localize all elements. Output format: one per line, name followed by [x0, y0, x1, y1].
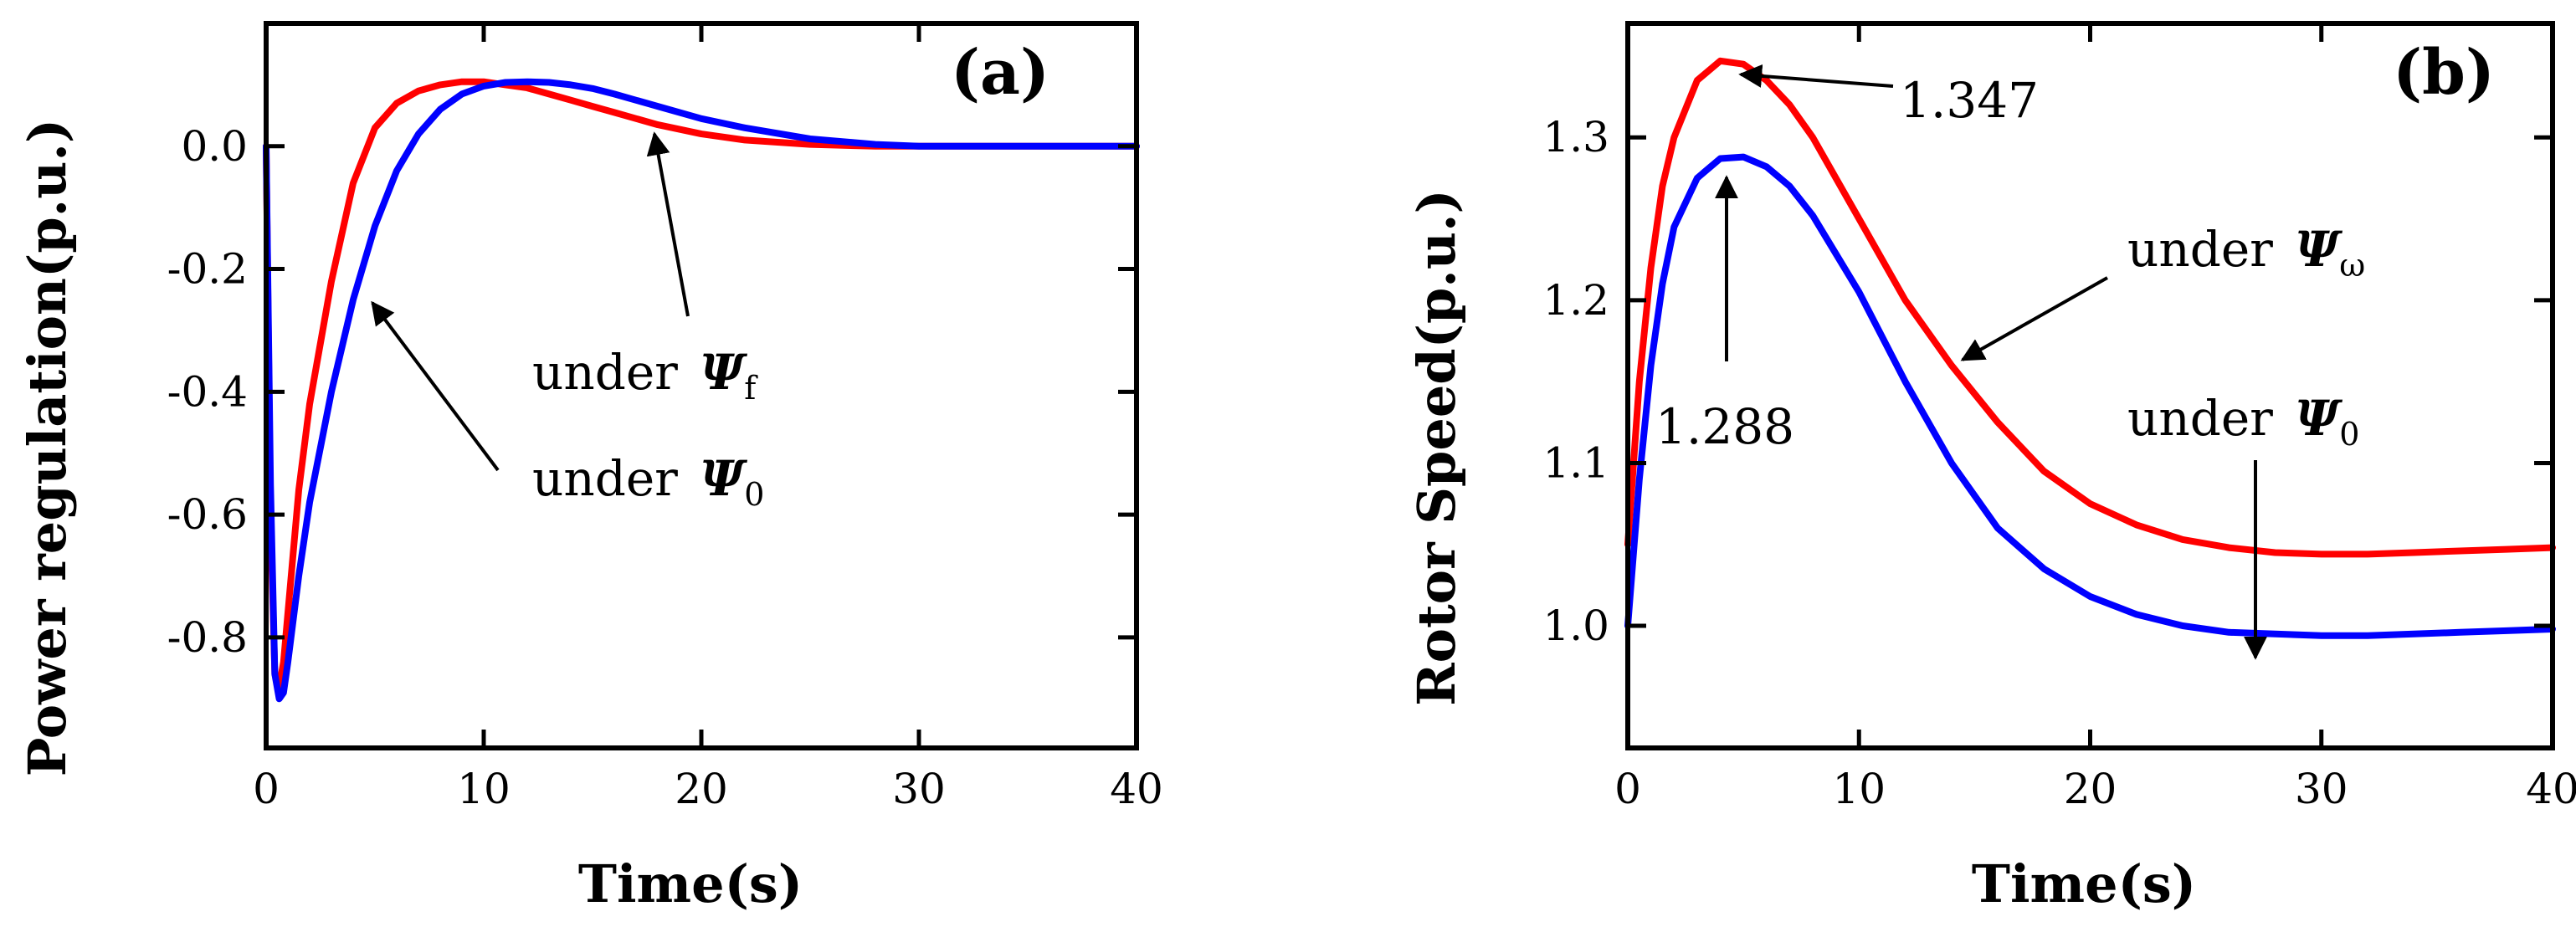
annotation-text: under — [2127, 221, 2288, 278]
panel-a-annotation-psi-f: under Ψf — [532, 344, 758, 407]
panel-b-y-tick-label: 1.3 — [1542, 113, 1609, 161]
psi-symbol: Ψ — [700, 344, 747, 401]
panel-b-frame — [1625, 21, 2555, 750]
panel-b-peak-label-red: 1.347 — [1900, 72, 2039, 129]
panel-b-series-blue-line — [1624, 153, 2556, 639]
panel-a-label: (a) — [951, 37, 1049, 109]
panel-a-x-tick-label: 10 — [457, 765, 511, 813]
panel-b-y-tick-label: 1.0 — [1542, 602, 1609, 650]
panel-a-series-red-line — [263, 78, 1140, 690]
panel-b-peak-label-blue: 1.288 — [1655, 398, 1794, 455]
panel-b-label: (b) — [2393, 37, 2495, 109]
panel-a-y-tick-label: -0.2 — [167, 245, 248, 294]
panel-a: 0 10 20 30 40 -0.8 -0.6 -0.4 -0.2 0.0 (a) Time(s)… — [17, 21, 1163, 914]
panel-a-x-tick-label: 20 — [675, 765, 728, 813]
panel-a-ylabel: Power regulation(p.u.) — [17, 119, 78, 777]
panel-a-ticks: 0 10 20 30 40 -0.8 -0.6 -0.4 -0.2 0.0 — [167, 23, 1163, 813]
panel-b-ticks: 0 10 20 30 40 1.0 1.1 1.2 1.3 — [1542, 23, 2576, 813]
panel-b-y-tick-label: 1.1 — [1542, 438, 1609, 487]
panel-a-arrow-psi-f — [646, 131, 690, 317]
annotation-subscript: ω — [2339, 247, 2365, 284]
panel-a-x-tick-label: 40 — [1110, 765, 1163, 813]
panel-b-arrow-psi-omega — [1960, 276, 2108, 361]
panel-a-series — [263, 78, 1140, 703]
panel-b-x-tick-label: 30 — [2295, 765, 2348, 813]
panel-b-xlabel: Time(s) — [1972, 853, 2196, 914]
panel-a-y-tick-label: 0.0 — [181, 122, 248, 171]
panel-b-ylabel: Rotor Speed(p.u.) — [1406, 189, 1467, 706]
psi-symbol: Ψ — [2295, 390, 2343, 447]
panel-b-annotation-psi-omega: under Ψω — [2127, 221, 2365, 284]
panel-a-series-blue-line — [263, 78, 1140, 703]
panel-b-arrow-peak-red — [1738, 64, 1894, 88]
annotation-text: under — [532, 344, 693, 401]
panel-a-frame — [264, 21, 1139, 750]
panel-a-arrow-psi-0 — [371, 300, 500, 472]
panel-b-x-tick-label: 20 — [2064, 765, 2117, 813]
panel-a-y-tick-label: -0.8 — [167, 613, 248, 662]
panel-b-x-tick-label: 40 — [2526, 765, 2576, 813]
panel-b-annotation-psi-0: under Ψ0 — [2127, 390, 2359, 453]
panel-a-xlabel: Time(s) — [578, 853, 803, 914]
panel-b-x-tick-label: 10 — [1832, 765, 1886, 813]
annotation-subscript: f — [744, 370, 758, 407]
annotation-subscript: 0 — [744, 476, 764, 513]
panel-b-y-tick-label: 1.2 — [1542, 276, 1609, 325]
panel-a-x-tick-label: 0 — [253, 765, 280, 813]
panel-a-x-tick-label: 30 — [892, 765, 946, 813]
panel-b-series — [1624, 57, 2556, 639]
panel-b: 0 10 20 30 40 1.0 1.1 1.2 1.3 (b) Time(s) Rotor … — [1406, 21, 2576, 914]
annotation-text: under — [2127, 390, 2288, 447]
psi-symbol: Ψ — [2295, 221, 2343, 278]
panel-a-y-tick-label: -0.4 — [167, 367, 248, 416]
panel-a-y-tick-label: -0.6 — [167, 490, 248, 539]
psi-symbol: Ψ — [700, 450, 747, 507]
annotation-subscript: 0 — [2339, 416, 2359, 453]
panel-b-series-red-line — [1624, 57, 2556, 558]
panel-a-annotation-psi-0: under Ψ0 — [532, 450, 764, 513]
annotation-text: under — [532, 450, 693, 507]
panel-b-x-tick-label: 0 — [1614, 765, 1641, 813]
